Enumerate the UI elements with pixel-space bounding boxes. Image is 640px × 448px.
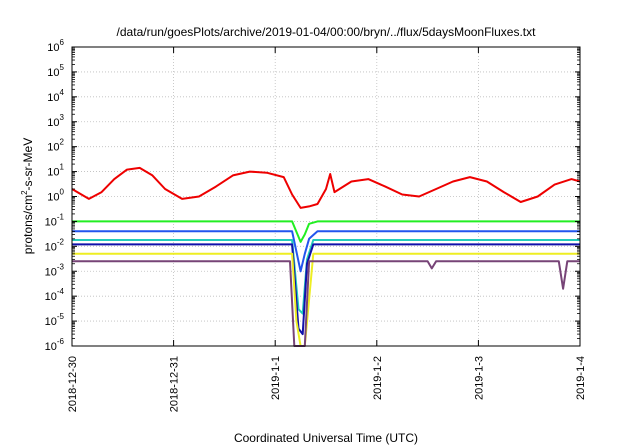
- x-tick-label: 2018-12-30: [67, 356, 79, 412]
- y-tick-base: 10: [45, 341, 57, 353]
- y-tick-label: 10-5: [45, 312, 65, 328]
- y-tick-label: 102: [47, 138, 64, 154]
- y-tick-label: 106: [47, 38, 64, 54]
- y-tick-label: 10-3: [45, 262, 65, 278]
- x-axis: 2018-12-30 2018-12-31 2019-1-1 2019-1-2 2019…: [67, 47, 587, 412]
- y-tick-base: 10: [47, 117, 59, 129]
- plot-frame: [71, 46, 581, 347]
- y-tick-base: 10: [47, 92, 59, 104]
- series-line-6: [72, 252, 580, 347]
- y-tick-exponent: -6: [57, 337, 65, 346]
- y-tick-label: 10-2: [45, 237, 65, 253]
- y-tick-exponent: 2: [60, 138, 65, 147]
- y-tick-base: 10: [45, 241, 57, 253]
- y-tick-label: 10-6: [45, 337, 65, 353]
- series-line-1: [71, 166, 581, 209]
- y-tick-exponent: -1: [57, 212, 65, 221]
- series-line-5: [72, 243, 580, 336]
- y-axis-label: protons/cm2-s-sr-MeV: [20, 138, 35, 254]
- y-tick-exponent: -4: [57, 287, 65, 296]
- series-line-7: [72, 260, 580, 347]
- grid-lines: [72, 47, 580, 346]
- y-tick-exponent: -3: [57, 262, 65, 271]
- y-tick-base: 10: [45, 316, 57, 328]
- x-tick-label: 2018-12-31: [169, 356, 181, 412]
- y-tick-label: 10-1: [45, 212, 65, 228]
- y-tick-label: 101: [47, 163, 64, 179]
- y-tick-label: 103: [47, 113, 64, 129]
- y-tick-label: 10-4: [45, 287, 65, 303]
- x-tick-label: 2019-1-1: [270, 356, 282, 400]
- y-tick-base: 10: [47, 142, 59, 154]
- y-tick-exponent: 1: [60, 163, 65, 172]
- x-tick-label: 2019-1-2: [372, 356, 384, 400]
- y-tick-exponent: 5: [60, 63, 65, 72]
- y-tick-base: 10: [47, 67, 59, 79]
- y-tick-exponent: -2: [57, 237, 65, 246]
- y-tick-label: 104: [47, 88, 64, 104]
- y-tick-base: 10: [47, 42, 59, 54]
- chart-title: /data/run/goesPlots/archive/2019-01-04/0…: [117, 25, 537, 39]
- series-line-3: [72, 230, 580, 273]
- series-line-2: [72, 220, 580, 243]
- y-label-rest: -s-sr-MeV: [21, 138, 35, 191]
- y-axis: 10-610-510-410-310-210-11001011021031041…: [45, 38, 580, 353]
- y-tick-exponent: 0: [60, 188, 65, 197]
- y-tick-exponent: -5: [57, 312, 65, 321]
- y-tick-exponent: 6: [60, 38, 65, 47]
- x-tick-label: 2019-1-3: [473, 356, 485, 400]
- y-tick-label: 105: [47, 63, 64, 79]
- x-tick-label: 2019-1-4: [575, 356, 587, 400]
- y-tick-base: 10: [47, 192, 59, 204]
- y-tick-base: 10: [45, 266, 57, 278]
- y-tick-label: 100: [47, 188, 64, 204]
- y-label-base: protons/cm: [21, 195, 35, 254]
- y-tick-exponent: 4: [60, 88, 65, 97]
- x-axis-label: Coordinated Universal Time (UTC): [234, 431, 418, 445]
- y-label-superscript: 2: [20, 190, 29, 195]
- series-layer: [71, 166, 581, 347]
- y-tick-base: 10: [45, 216, 57, 228]
- series-line-4: [72, 239, 580, 315]
- y-tick-exponent: 3: [60, 113, 65, 122]
- y-tick-base: 10: [45, 291, 57, 303]
- y-tick-base: 10: [47, 167, 59, 179]
